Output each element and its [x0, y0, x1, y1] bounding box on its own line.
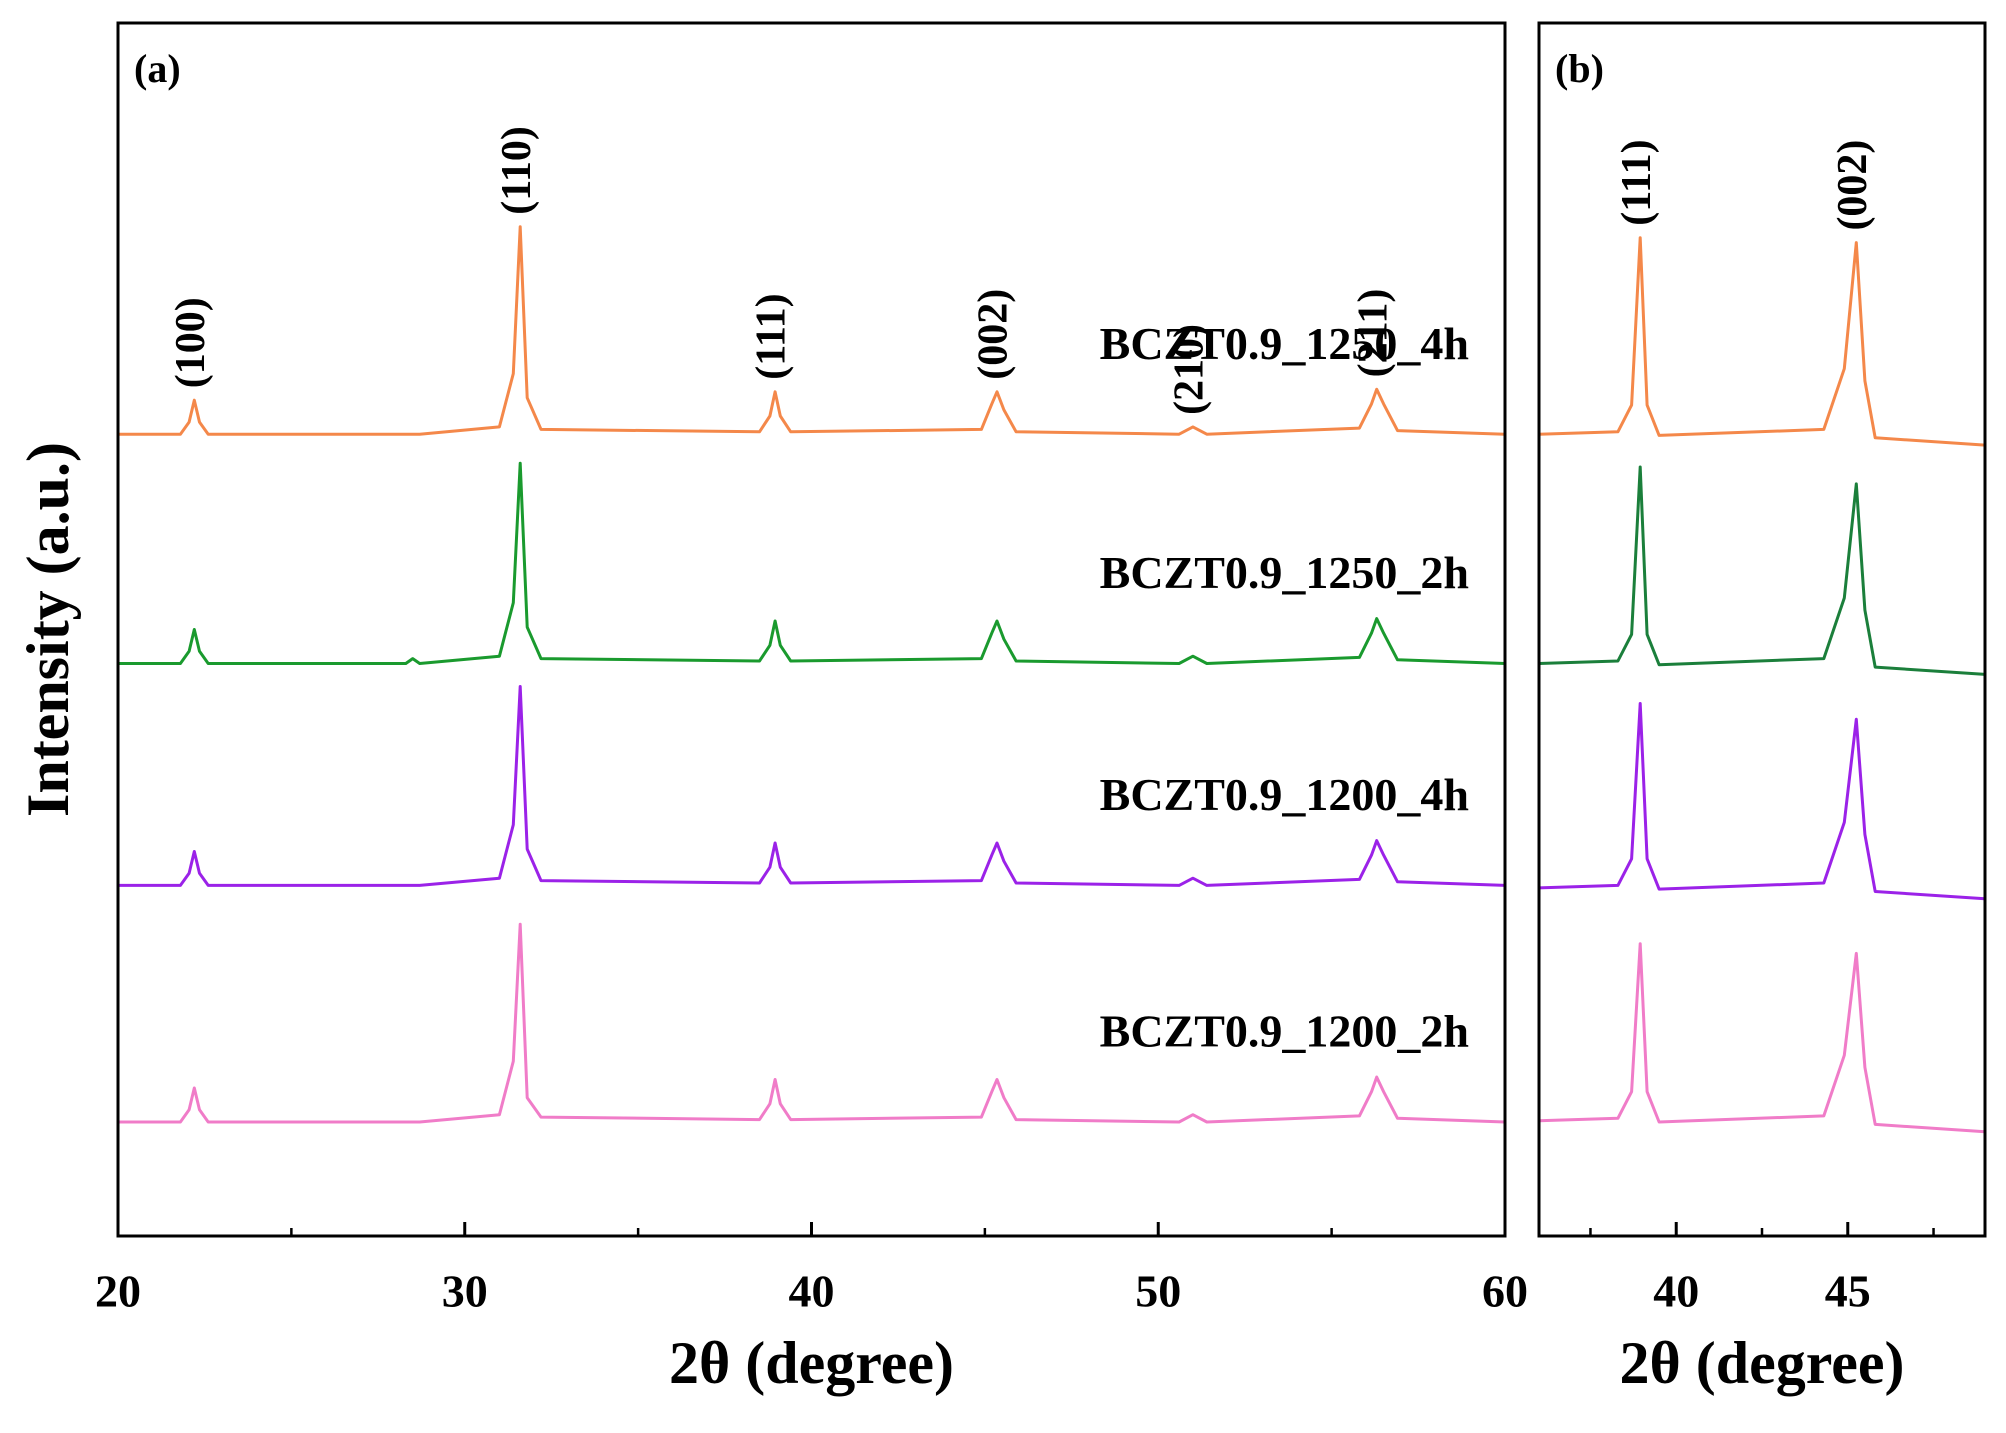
xrd-trace: [118, 461, 1506, 665]
y-axis-label: Intensity (a.u.): [15, 442, 81, 817]
x-tick-label: 45: [1825, 1266, 1871, 1317]
xrd-trace: [118, 685, 1506, 887]
peak-label: (210): [1167, 324, 1213, 415]
series-label: BCZT0.9_1250_4h: [1100, 318, 1469, 369]
x-tick-label: 40: [1653, 1266, 1699, 1317]
panel-label: (b): [1555, 46, 1604, 91]
peak-label: (100): [168, 297, 214, 388]
xrd-trace: [1538, 236, 1986, 447]
xrd-trace: [118, 225, 1506, 436]
peak-label: (002): [1830, 140, 1876, 231]
peak-label: (002): [971, 289, 1017, 380]
series-label: BCZT0.9_1200_2h: [1100, 1006, 1469, 1057]
x-tick-label: 40: [789, 1266, 835, 1317]
xrd-trace: [118, 922, 1506, 1124]
peak-label: (211): [1350, 289, 1396, 378]
xrd-trace: [1538, 465, 1986, 676]
peak-label: (111): [1614, 139, 1660, 225]
series-label: BCZT0.9_1250_2h: [1100, 547, 1469, 598]
x-tick-label: 20: [95, 1266, 141, 1317]
x-tick-label: 50: [1135, 1266, 1181, 1317]
x-tick-label: 30: [442, 1266, 488, 1317]
x-tick-label: 60: [1482, 1266, 1528, 1317]
x-axis-label: 2θ (degree): [1619, 1330, 1904, 1396]
peak-label: (111): [749, 293, 795, 379]
x-axis-label: 2θ (degree): [669, 1330, 954, 1396]
panel-label: (a): [134, 46, 181, 91]
plot-frame: [1537, 21, 1987, 1238]
xrd-trace: [1538, 942, 1986, 1134]
peak-label: (110): [494, 126, 540, 215]
series-label: BCZT0.9_1200_4h: [1100, 769, 1469, 820]
xrd-trace: [1538, 702, 1986, 901]
